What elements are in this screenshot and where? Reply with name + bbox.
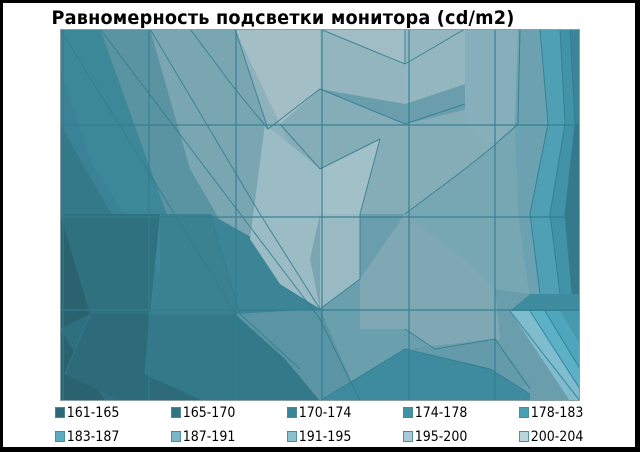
- legend-label: 183-187: [66, 429, 120, 445]
- legend-label: 195-200: [414, 429, 468, 445]
- legend-item: 165-170: [171, 404, 235, 422]
- legend-item: 161-165: [55, 404, 119, 422]
- legend-label: 165-170: [182, 405, 236, 421]
- contour-surface: [60, 29, 580, 401]
- legend-item: 195-200: [403, 428, 467, 446]
- legend-item: 183-187: [55, 428, 119, 446]
- legend-label: 174-178: [414, 405, 468, 421]
- legend-swatch-icon: [519, 407, 529, 418]
- legend-swatch-icon: [171, 431, 181, 442]
- legend-item: 174-178: [403, 404, 467, 422]
- legend-item: 170-174: [287, 404, 351, 422]
- legend-swatch-icon: [55, 407, 65, 418]
- plot-area: [60, 29, 580, 401]
- legend-swatch-icon: [403, 431, 413, 442]
- legend-label: 170-174: [298, 405, 352, 421]
- legend-label: 161-165: [66, 405, 120, 421]
- legend-item: 191-195: [287, 428, 351, 446]
- legend-label: 187-191: [182, 429, 236, 445]
- legend-swatch-icon: [171, 407, 181, 418]
- legend-label: 178-183: [530, 405, 584, 421]
- legend-item: 187-191: [171, 428, 235, 446]
- legend-label: 191-195: [298, 429, 352, 445]
- legend-swatch-icon: [287, 431, 297, 442]
- chart-title: Равномерность подсветки монитора (cd/m2): [51, 7, 515, 29]
- legend-swatch-icon: [519, 431, 529, 442]
- legend-swatch-icon: [55, 431, 65, 442]
- legend-swatch-icon: [403, 407, 413, 418]
- legend-item: 200-204: [519, 428, 583, 446]
- legend-swatch-icon: [287, 407, 297, 418]
- legend-label: 200-204: [530, 429, 584, 445]
- legend-item: 178-183: [519, 404, 583, 422]
- chart-frame: Равномерность подсветки монитора (cd/m2): [3, 3, 635, 447]
- chart-legend: 161-165 165-170 170-174 174-178 178-183 …: [55, 404, 615, 448]
